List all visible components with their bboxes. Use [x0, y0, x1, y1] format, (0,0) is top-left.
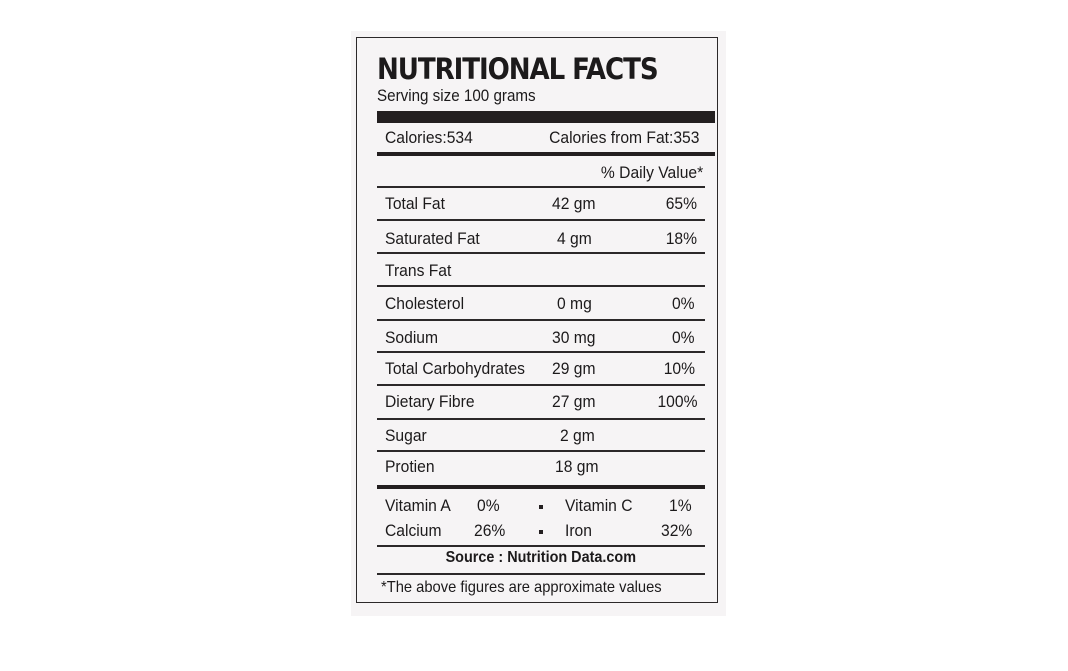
nutrient-amount: 4 gm — [557, 229, 592, 248]
vitamin-a-value: 0% — [477, 496, 500, 515]
nutrient-row-sodium: Sodium 30 mg 0% — [377, 320, 705, 352]
nutrient-amount: 2 gm — [560, 426, 595, 445]
nutrient-amount: 18 gm — [555, 457, 599, 476]
row-divider — [377, 384, 705, 386]
nutrient-row-total-carbohydrates: Total Carbohydrates 29 gm 10% — [377, 351, 705, 383]
nutrient-row-total-fat: Total Fat 42 gm 65% — [377, 186, 705, 218]
nutrient-amount: 30 mg — [552, 328, 596, 347]
nutrient-name: Trans Fat — [385, 261, 452, 280]
nutrition-card: NUTRITIONAL FACTS Serving size 100 grams… — [351, 31, 726, 616]
separator-dot — [539, 505, 543, 509]
nutrient-amount: 27 gm — [552, 392, 596, 411]
vitamin-a-label: Vitamin A — [385, 496, 451, 515]
row-divider — [377, 252, 705, 254]
nutrient-row-cholesterol: Cholesterol 0 mg 0% — [377, 286, 705, 318]
iron-label: Iron — [565, 521, 592, 540]
row-divider — [377, 450, 705, 452]
nutrient-row-sugar: Sugar 2 gm — [377, 418, 705, 450]
nutrient-row-saturated-fat: Saturated Fat 4 gm 18% — [377, 221, 705, 253]
nutrient-amount: 0 mg — [557, 294, 592, 313]
nutrient-row-trans-fat: Trans Fat — [377, 253, 705, 285]
nutrient-amount: 42 gm — [552, 194, 596, 213]
iron-value: 32% — [661, 521, 693, 540]
nutrient-percent: 65% — [665, 194, 697, 213]
row-divider — [377, 219, 705, 221]
label-title: NUTRITIONAL FACTS — [377, 52, 659, 86]
nutrient-name: Total Carbohydrates — [385, 359, 525, 378]
row-divider — [377, 545, 705, 547]
calcium-label: Calcium — [385, 521, 442, 540]
nutrient-name: Protien — [385, 457, 435, 476]
medium-divider — [377, 152, 715, 156]
nutrient-name: Cholesterol — [385, 294, 465, 313]
vitamin-c-label: Vitamin C — [565, 496, 633, 515]
source-text: Source : Nutrition Data.com — [445, 549, 637, 566]
thick-divider — [377, 111, 715, 123]
footnote: *The above figures are approximate value… — [381, 579, 662, 596]
nutrient-percent: 0% — [672, 328, 695, 347]
row-divider — [377, 573, 705, 575]
row-divider — [377, 285, 705, 287]
nutrient-row-protien: Protien 18 gm — [377, 449, 705, 481]
nutrient-percent: 10% — [663, 359, 695, 378]
row-divider — [377, 186, 705, 188]
source-line: Source : Nutrition Data.com — [377, 549, 705, 567]
serving-size: Serving size 100 grams — [377, 87, 536, 105]
nutrient-name: Dietary Fibre — [385, 392, 475, 411]
nutrient-percent: 100% — [656, 392, 697, 411]
nutrient-percent: 18% — [665, 229, 697, 248]
separator-dot — [539, 530, 543, 534]
nutrient-percent: 0% — [672, 294, 695, 313]
nutrient-name: Sodium — [385, 328, 439, 347]
calcium-value: 26% — [474, 521, 506, 540]
medium-divider — [377, 485, 705, 489]
vitamin-c-value: 1% — [669, 496, 692, 515]
nutrient-row-dietary-fibre: Dietary Fibre 27 gm 100% — [377, 384, 705, 416]
row-divider — [377, 351, 705, 353]
nutrient-name: Sugar — [385, 426, 427, 445]
nutrient-name: Total Fat — [385, 194, 445, 213]
calories: Calories:534 — [385, 128, 473, 147]
row-divider — [377, 418, 705, 420]
calories-from-fat: Calories from Fat:353 — [548, 128, 699, 147]
row-divider — [377, 319, 705, 321]
nutrient-name: Saturated Fat — [385, 229, 480, 248]
nutrition-label: NUTRITIONAL FACTS Serving size 100 grams… — [356, 37, 718, 603]
daily-value-header: % Daily Value* — [600, 163, 703, 182]
nutrient-amount: 29 gm — [552, 359, 596, 378]
